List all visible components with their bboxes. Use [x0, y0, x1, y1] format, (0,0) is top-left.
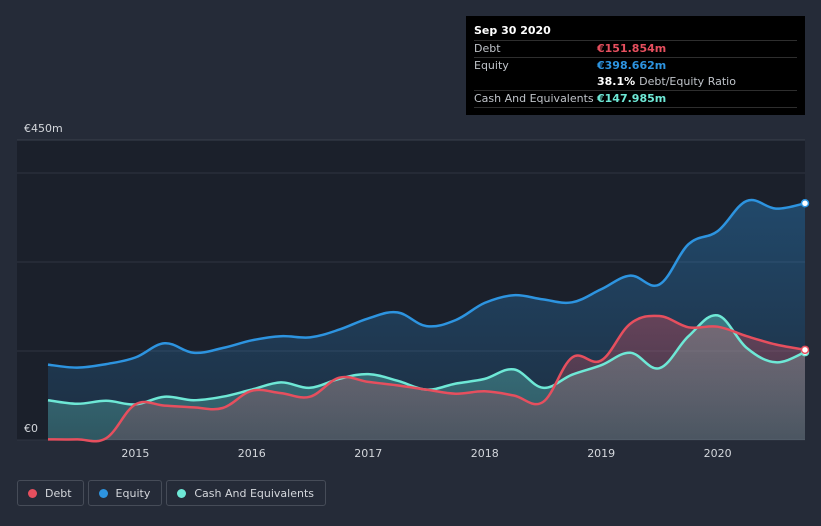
debt-dot-icon	[28, 488, 37, 498]
equity-endpoint	[800, 199, 810, 208]
legend-debt-button[interactable]: Debt	[17, 480, 84, 506]
y-tick-label: €450m	[24, 122, 63, 135]
tooltip-ratio-value: 38.1%	[597, 75, 636, 88]
debt-endpoint	[800, 345, 810, 355]
x-tick-label: 2019	[587, 447, 615, 460]
chart-legend: Debt Equity Cash And Equivalents	[17, 480, 326, 506]
debt-line	[47, 314, 806, 443]
x-tick-label: 2017	[354, 447, 382, 460]
legend-cash-label: Cash And Equivalents	[194, 486, 314, 500]
tooltip-panel: Sep 30 2020 Debt €151.854m Equity €398.6…	[466, 16, 805, 115]
x-tick-label: 2018	[471, 447, 499, 460]
equity-dot-icon	[98, 488, 108, 498]
tooltip-ratio-spacer	[474, 74, 597, 90]
tooltip-equity-row: Equity €398.662m	[474, 57, 797, 74]
x-tick-label: 2016	[238, 447, 266, 460]
tooltip-cash-value: €147.985m	[597, 92, 667, 105]
tooltip-date: Sep 30 2020	[474, 24, 551, 37]
legend-debt-label: Debt	[45, 486, 72, 500]
x-tick-label: 2015	[121, 447, 149, 460]
tooltip-ratio-row: 38.1% Debt/Equity Ratio	[474, 74, 797, 90]
cash-dot-icon	[177, 488, 187, 498]
legend-equity-button[interactable]: Equity	[87, 480, 163, 506]
legend-cash-button[interactable]: Cash And Equivalents	[166, 480, 326, 506]
tooltip-debt-value: €151.854m	[597, 42, 667, 55]
tooltip-cash-row: Cash And Equivalents €147.985m	[474, 90, 797, 108]
debt-area	[48, 315, 805, 442]
equity-line	[47, 198, 806, 369]
tooltip-equity-value: €398.662m	[597, 59, 667, 72]
legend-equity-label: Equity	[115, 486, 151, 500]
tooltip-ratio-label: Debt/Equity Ratio	[639, 75, 736, 88]
tooltip-equity-label: Equity	[474, 59, 509, 72]
x-tick-label: 2020	[704, 447, 732, 460]
tooltip-cash-label: Cash And Equivalents	[474, 92, 594, 105]
tooltip-debt-label: Debt	[474, 42, 501, 55]
tooltip-debt-row: Debt €151.854m	[474, 40, 797, 57]
y-tick-label: €0	[24, 422, 38, 435]
